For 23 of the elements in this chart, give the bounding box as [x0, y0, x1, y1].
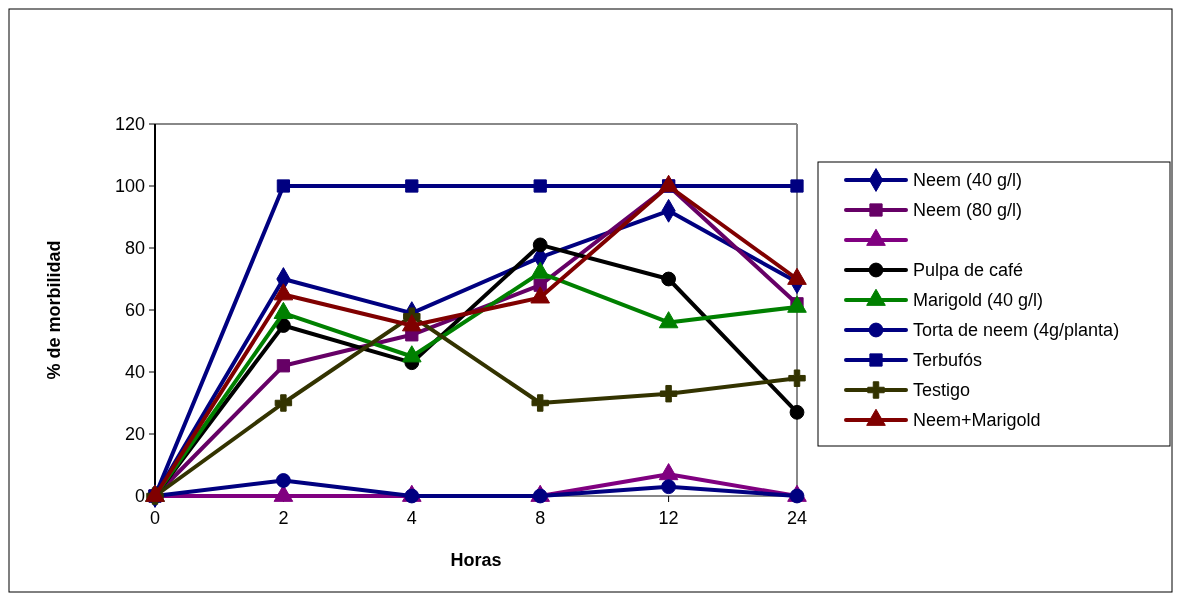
legend-label: Torta de neem (4g/planta): [913, 320, 1120, 341]
legend-label: Neem+Marigold: [913, 410, 1041, 431]
y-tick-label: 60: [124, 300, 145, 321]
y-axis-title: % de morbilidad: [44, 240, 64, 380]
legend-label: Marigold (40 g/l): [913, 290, 1044, 311]
x-tick-label: 2: [278, 508, 289, 528]
legend-label: Neem (80 g/l): [913, 200, 1023, 221]
legend-label: Neem (40 g/l): [913, 170, 1023, 191]
y-tick-label: 20: [124, 424, 145, 445]
y-tick-label: 0: [134, 486, 145, 507]
x-tick-label: 12: [658, 508, 679, 528]
y-tick-label: 120: [114, 114, 145, 135]
legend-label: Terbufós: [913, 350, 983, 371]
x-tick-label: 0: [149, 508, 161, 528]
x-tick-label: 4: [406, 508, 417, 528]
y-tick-label: 80: [124, 238, 145, 259]
x-axis-title: Horas: [450, 550, 502, 570]
y-tick-label: 40: [124, 362, 145, 383]
legend-label: Pulpa de café: [913, 260, 1024, 281]
x-tick-label: 8: [535, 508, 546, 528]
legend-label: Testigo: [913, 380, 971, 401]
y-tick-label: 100: [114, 176, 145, 197]
x-tick-label: 24: [786, 508, 808, 528]
